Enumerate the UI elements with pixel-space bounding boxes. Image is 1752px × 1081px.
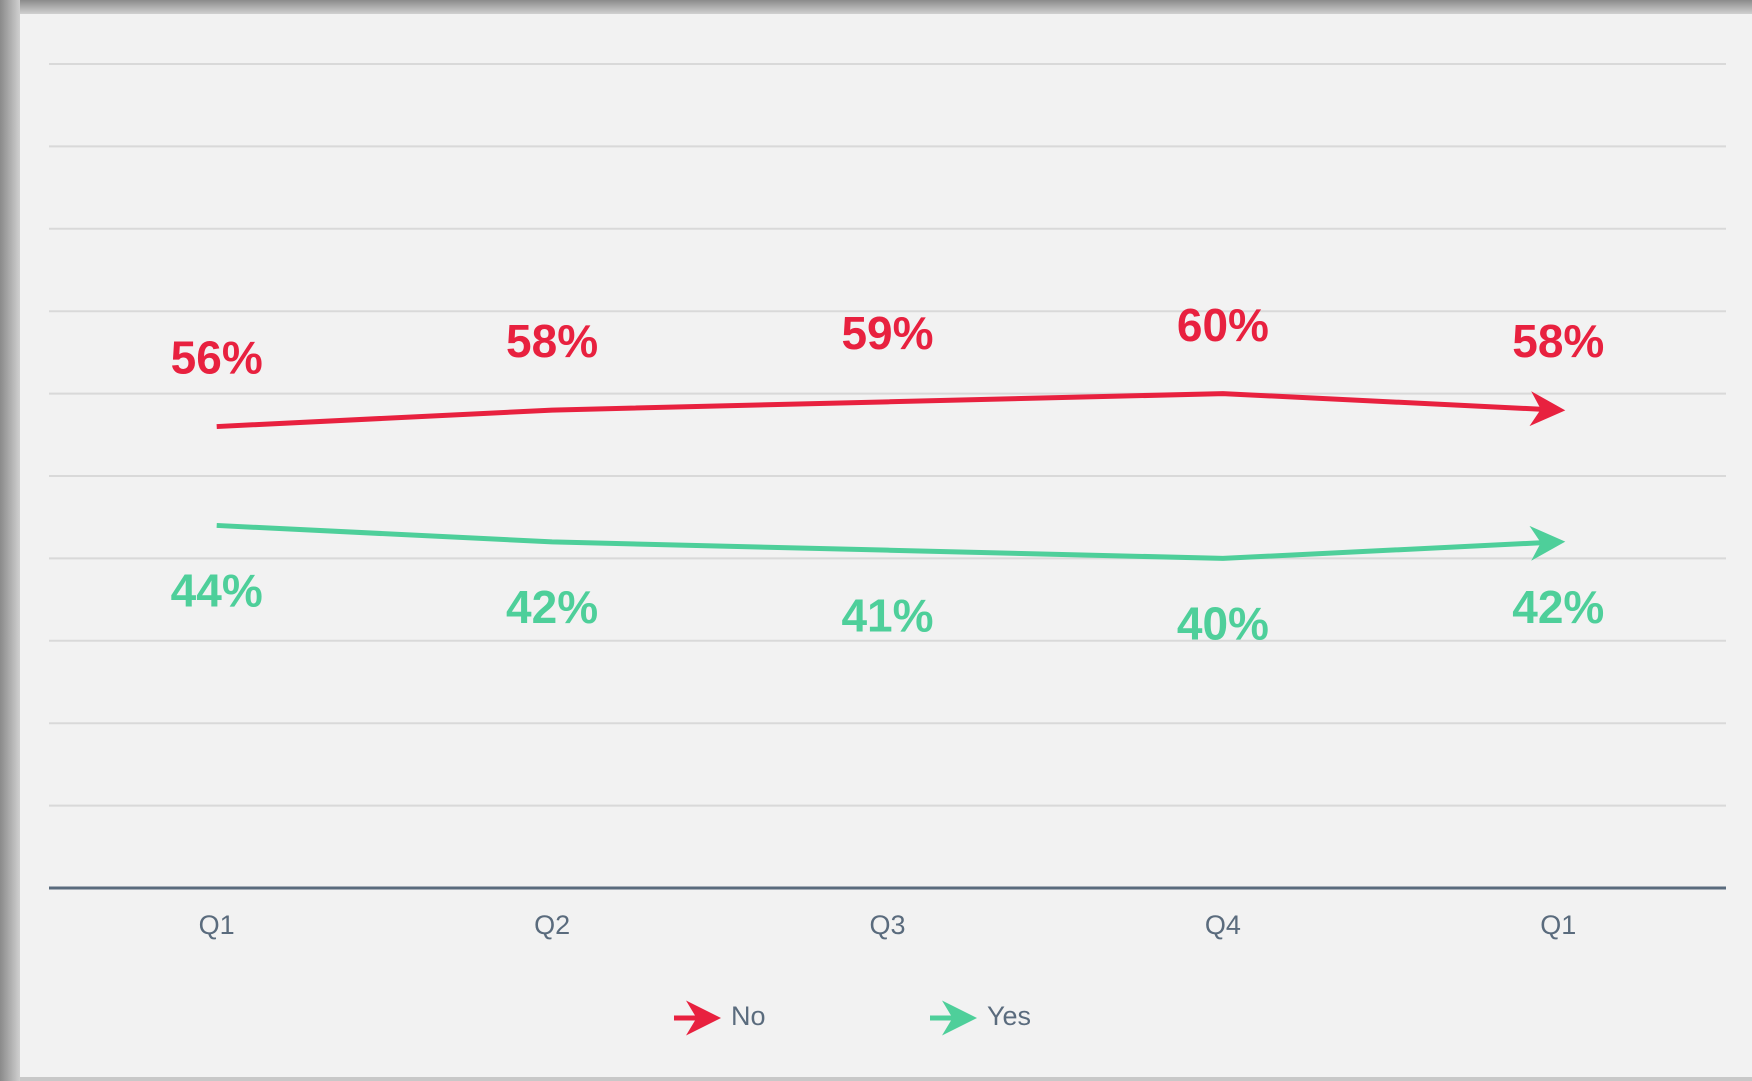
data-label: 56% [171,332,263,384]
data-label: 58% [506,315,598,367]
data-label: 40% [1177,598,1269,650]
line [216,522,1566,561]
data-label: 41% [841,589,933,641]
frame-top [0,0,1752,14]
frame-bottom [20,1077,1752,1081]
x-tick-label: Q1 [1540,910,1576,940]
data-label: 44% [171,565,263,617]
x-tick-label: Q4 [1205,910,1241,940]
data-label: 42% [1512,581,1604,633]
legend-label: No [731,1001,766,1031]
legend-label: Yes [987,1001,1031,1031]
data-label: 42% [506,581,598,633]
x-tick-label: Q2 [534,910,570,940]
x-tick-label: Q3 [869,910,905,940]
x-tick-label: Q1 [199,910,235,940]
frame-left [0,0,20,1081]
data-label: 59% [841,307,933,359]
line [216,391,1566,430]
data-label: 60% [1177,299,1269,351]
data-label: 58% [1512,315,1604,367]
